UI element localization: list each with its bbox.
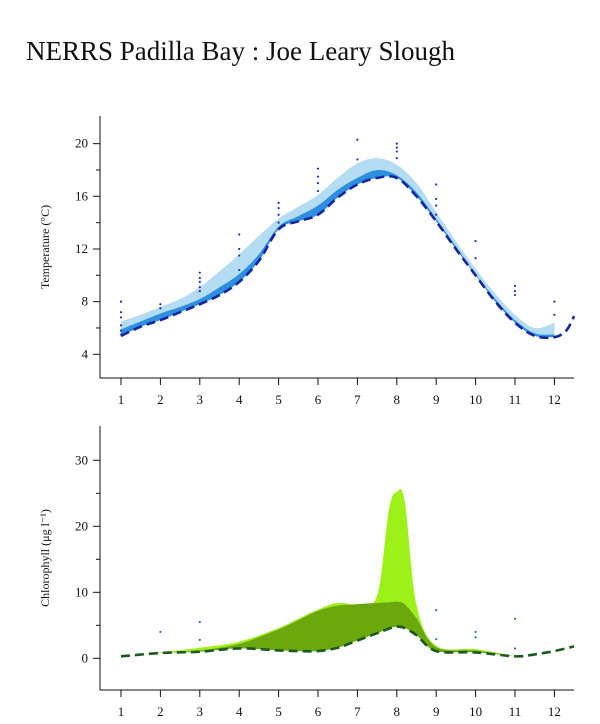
temperature-x-tick-label: 12 (548, 392, 561, 407)
temperature-point (435, 197, 438, 201)
temperature-point (553, 313, 556, 316)
temperature-x-tick-label: 9 (433, 392, 440, 407)
temperature-x-tick-label: 10 (469, 392, 482, 407)
temperature-y-tick-label: 20 (75, 136, 88, 151)
temperature-y-tick-label: 8 (82, 294, 89, 309)
chlorophyll-x-tick-label: 7 (354, 704, 361, 719)
temperature-x-tick-label: 11 (509, 392, 522, 407)
temperature-point (474, 239, 477, 243)
temperature-point (277, 201, 280, 204)
temperature-point (119, 300, 123, 303)
chlorophyll-y-axis-label: Chlorophyll (μg l⁻¹) (38, 509, 52, 607)
chlorophyll-x-tick-label: 9 (433, 704, 440, 719)
chlorophyll-y-tick-label: 20 (75, 518, 88, 533)
temperature-point (513, 293, 517, 297)
chlorophyll-x-tick-label: 8 (394, 704, 401, 719)
temperature-point (119, 311, 123, 314)
temperature-point (238, 247, 241, 251)
temperature-point (395, 146, 398, 149)
temperature-x-tick-label: 8 (394, 392, 401, 407)
temperature-point (316, 175, 320, 178)
temperature-point (119, 324, 123, 327)
temperature-x-tick-label: 7 (354, 392, 361, 407)
temperature-point (119, 316, 123, 319)
chlorophyll-band-upper (121, 489, 515, 657)
temperature-x-tick-label: 3 (197, 392, 204, 407)
temperature-point (198, 286, 201, 289)
temperature-point (395, 157, 398, 160)
temperature-point (159, 307, 162, 310)
temperature-point (277, 207, 280, 210)
temperature-dashed-line (120, 174, 576, 340)
temperature-x-tick-label: 2 (157, 392, 164, 407)
temperature-point (119, 329, 123, 332)
temperature-point (513, 284, 517, 287)
temperature-x-tick-label: 5 (275, 392, 282, 407)
temperature-y-tick-label: 4 (82, 346, 89, 361)
chlorophyll-band-lower (121, 601, 515, 657)
temperature-point (513, 290, 517, 293)
temperature-point (119, 333, 123, 336)
temperature-point (356, 138, 359, 141)
chlorophyll-x-tick-label: 11 (509, 704, 522, 719)
chlorophyll-point (198, 638, 201, 641)
chlorophyll-x-tick-label: 4 (236, 704, 243, 719)
temperature-point (277, 213, 280, 216)
temperature-point (198, 271, 201, 274)
page-title: NERRS Padilla Bay : Joe Leary Slough (26, 36, 455, 66)
temperature-y-tick-label: 12 (75, 241, 88, 256)
temperature-point (395, 142, 398, 145)
temperature-point (395, 150, 398, 153)
temperature-point (159, 303, 162, 306)
chlorophyll-y-tick-label: 30 (75, 452, 88, 467)
chlorophyll-dashed-line (120, 625, 575, 658)
temperature-point (316, 189, 320, 193)
temperature-x-tick-label: 6 (315, 392, 322, 407)
temperature-point (435, 204, 438, 207)
temperature-point (474, 257, 477, 260)
chlorophyll-point (474, 630, 477, 634)
temperature-point (238, 268, 241, 272)
temperature-y-tick-label: 16 (75, 188, 89, 203)
chlorophyll-x-tick-label: 5 (275, 704, 282, 719)
temperature-point (356, 158, 359, 161)
temperature-point (553, 300, 556, 303)
chlorophyll-x-tick-label: 6 (315, 704, 322, 719)
temperature-x-tick-label: 4 (236, 392, 243, 407)
chlorophyll-x-tick-label: 3 (197, 704, 204, 719)
chlorophyll-point (159, 630, 162, 634)
temperature-point (277, 221, 280, 224)
chlorophyll-point (474, 636, 477, 639)
chlorophyll-point (198, 620, 201, 624)
chlorophyll-x-tick-label: 10 (469, 704, 482, 719)
chlorophyll-x-tick-label: 1 (118, 704, 125, 719)
temperature-point (198, 280, 201, 283)
chlorophyll-y-tick-label: 0 (82, 650, 89, 665)
temperature-point (316, 167, 320, 170)
temperature-point (435, 183, 438, 186)
chlorophyll-y-tick-label: 10 (75, 584, 88, 599)
temperature-point (435, 213, 438, 216)
chlorophyll-x-tick-label: 2 (157, 704, 164, 719)
temperature-point (316, 182, 320, 185)
chlorophyll-point (513, 647, 517, 650)
temperature-x-tick-label: 1 (118, 392, 125, 407)
chlorophyll-point (435, 638, 438, 641)
chlorophyll-point (435, 609, 438, 612)
temperature-point (238, 233, 241, 236)
chlorophyll-point (513, 617, 517, 620)
temperature-point (198, 276, 201, 280)
chlorophyll-x-tick-label: 12 (548, 704, 561, 719)
temperature-y-axis-label: Temperature (°C) (38, 205, 52, 289)
temperature-point (198, 290, 201, 293)
temperature-point (238, 254, 241, 257)
